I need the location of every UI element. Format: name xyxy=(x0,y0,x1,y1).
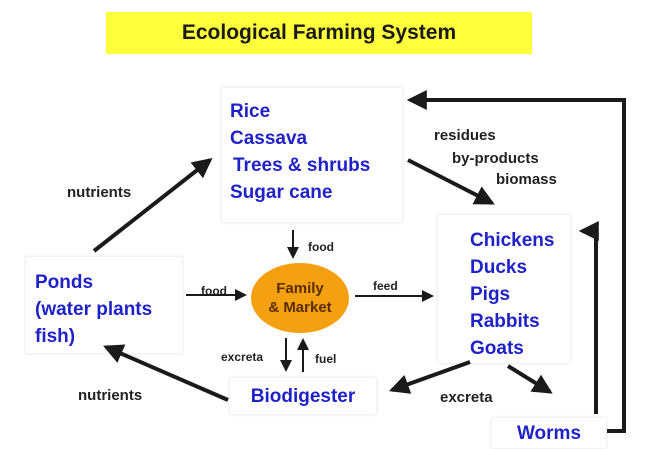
label-feed: feed xyxy=(373,279,398,293)
label-nutrients-top: nutrients xyxy=(67,184,132,201)
arrow-worms-to-animals xyxy=(578,221,599,414)
arrow-animals-to-biodigester xyxy=(388,360,471,394)
arrow-biodigester-to-ponds xyxy=(103,344,229,402)
label-nutrients-bottom: nutrients xyxy=(78,387,143,404)
arrow-crops-to-animals xyxy=(407,158,495,205)
ponds-node: Ponds (water plants fish) xyxy=(26,257,182,353)
ponds-line-1: Ponds xyxy=(35,272,94,293)
crop-rice: Rice xyxy=(230,101,271,122)
label-food-left: food xyxy=(201,284,227,298)
worms-node: Worms xyxy=(492,418,606,448)
center-line-1: Family xyxy=(276,280,324,297)
center-line-2: & Market xyxy=(268,299,332,316)
animal-rabbits: Rabbits xyxy=(470,311,540,332)
crop-cassava: Cassava xyxy=(230,128,308,149)
arrow-worms-to-crops xyxy=(406,90,626,433)
title-banner: Ecological Farming System xyxy=(106,12,532,54)
label-biomass: biomass xyxy=(496,171,557,188)
family-market-node: Family & Market xyxy=(251,263,349,333)
worms-label: Worms xyxy=(516,422,582,444)
label-excreta-left: excreta xyxy=(221,350,264,364)
biodigester-label: Biodigester xyxy=(250,385,356,407)
ponds-line-2: (water plants xyxy=(35,299,153,320)
crop-sugar-cane: Sugar cane xyxy=(230,182,333,203)
diagram-title: Ecological Farming System xyxy=(181,21,457,44)
animal-chickens: Chickens xyxy=(470,230,555,251)
animals-node: Chickens Ducks Pigs Rabbits Goats xyxy=(438,215,570,363)
crop-trees-shrubs: Trees & shrubs xyxy=(233,155,371,176)
animal-goats: Goats xyxy=(470,338,524,359)
arrow-ponds-to-crops xyxy=(92,158,213,253)
label-excreta-right: excreta xyxy=(440,389,493,406)
label-residues: residues xyxy=(434,127,496,144)
label-byproducts: by-products xyxy=(452,150,539,167)
animal-pigs: Pigs xyxy=(470,284,511,305)
ponds-line-3: fish) xyxy=(35,326,76,347)
label-food-top: food xyxy=(308,240,334,254)
animal-ducks: Ducks xyxy=(470,257,528,278)
biodigester-node: Biodigester xyxy=(230,378,376,414)
crops-node: Rice Cassava Trees & shrubs Sugar cane xyxy=(222,88,402,222)
label-fuel: fuel xyxy=(315,352,337,366)
arrow-animals-to-worms xyxy=(506,364,553,394)
